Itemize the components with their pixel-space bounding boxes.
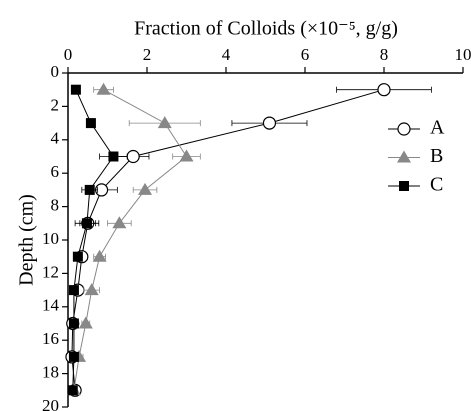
y-tick-label: 4 [51, 129, 60, 148]
y-tick-label: 18 [42, 363, 59, 382]
marker [92, 249, 107, 262]
x-tick-label: 0 [64, 45, 73, 64]
marker [78, 316, 93, 329]
marker [67, 385, 78, 396]
marker [138, 182, 153, 195]
x-axis-title: Fraction of Colloids (×10⁻⁵, g/g) [134, 18, 398, 40]
x-tick-label: 4 [222, 45, 231, 64]
marker [108, 151, 119, 162]
y-tick-label: 10 [42, 229, 59, 248]
marker [85, 118, 96, 129]
marker [70, 84, 81, 95]
marker [397, 150, 411, 163]
series-line [71, 89, 385, 391]
y-tick-label: 2 [51, 95, 60, 114]
legend-label: A [430, 117, 445, 139]
y-tick-label: 8 [51, 196, 60, 215]
y-tick-label: 16 [42, 329, 59, 348]
marker [377, 83, 391, 97]
marker [68, 318, 79, 329]
marker [262, 116, 277, 130]
y-axis-title: Depth (cm) [16, 194, 38, 286]
x-tick-label: 2 [143, 45, 152, 64]
legend-label: C [430, 174, 443, 196]
marker [68, 351, 79, 362]
y-tick-label: 14 [42, 296, 60, 315]
marker [112, 216, 127, 229]
marker [397, 122, 411, 136]
marker [84, 184, 95, 195]
y-tick-label: 12 [42, 262, 59, 281]
marker [399, 181, 409, 191]
marker [96, 82, 111, 95]
y-tick-label: 20 [42, 396, 59, 411]
series-line [72, 89, 115, 391]
marker [72, 251, 83, 262]
marker [81, 218, 92, 229]
x-tick-label: 10 [455, 45, 471, 64]
legend-label: B [430, 145, 443, 167]
marker [126, 149, 140, 164]
y-tick-label: 0 [51, 62, 60, 81]
marker [157, 116, 172, 129]
marker [179, 149, 194, 162]
marker [84, 283, 99, 296]
marker [68, 285, 79, 296]
x-tick-label: 6 [301, 45, 310, 64]
y-tick-label: 6 [51, 162, 60, 181]
series-line [73, 89, 188, 391]
x-tick-label: 8 [380, 45, 389, 64]
